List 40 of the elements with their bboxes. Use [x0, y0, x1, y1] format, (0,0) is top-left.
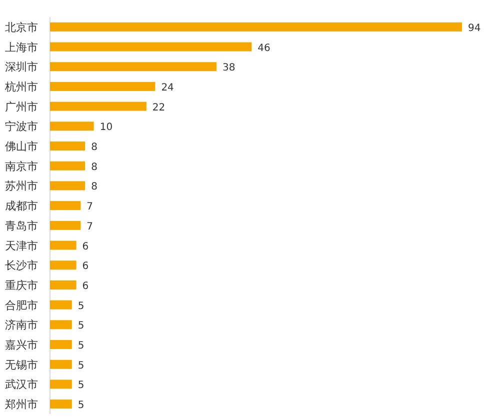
- data-label: 46: [258, 42, 270, 54]
- category-label: 郑州市: [5, 398, 38, 412]
- category-label: 天津市: [5, 239, 38, 252]
- data-label: 7: [86, 221, 94, 232]
- data-label: 5: [78, 320, 84, 332]
- category-label: 无锡市: [5, 358, 38, 372]
- category-label: 长沙市: [5, 259, 38, 272]
- category-label: 佛山市: [5, 140, 38, 154]
- category-label: 广州市: [5, 100, 38, 114]
- data-label: 8: [91, 182, 98, 193]
- category-label: 北京市: [5, 20, 38, 34]
- category-label: 嘉兴市: [5, 338, 38, 352]
- data-label: 5: [78, 380, 84, 392]
- category-label: 成都市: [5, 200, 38, 213]
- data-label: 6: [82, 261, 89, 272]
- category-label: 宁波市: [5, 120, 38, 134]
- data-label: 10: [100, 122, 113, 134]
- category-label: 深圳市: [5, 60, 38, 74]
- data-label: 5: [78, 400, 84, 412]
- data-label: 6: [82, 280, 89, 292]
- data-label: 7: [86, 202, 94, 213]
- category-label: 武汉市: [5, 378, 38, 392]
- category-label: 青岛市: [5, 219, 38, 232]
- data-label: 24: [161, 82, 174, 94]
- data-label: 8: [91, 162, 98, 173]
- category-label: 杭州市: [5, 80, 38, 94]
- category-label: 南京市: [5, 160, 38, 173]
- category-label: 上海市: [5, 40, 38, 54]
- category-label: 济南市: [5, 318, 38, 332]
- data-label: 38: [222, 62, 236, 74]
- data-label: 22: [152, 102, 166, 114]
- data-label: 8: [91, 142, 98, 154]
- data-label: 5: [78, 340, 84, 352]
- data-label: 5: [78, 360, 84, 372]
- data-label: 5: [78, 300, 84, 312]
- data-label: 6: [82, 241, 89, 252]
- category-label: 苏州市: [5, 180, 38, 193]
- category-label: 合肥市: [5, 298, 38, 312]
- category-label: 重庆市: [5, 278, 38, 292]
- data-label: 94: [468, 22, 481, 34]
